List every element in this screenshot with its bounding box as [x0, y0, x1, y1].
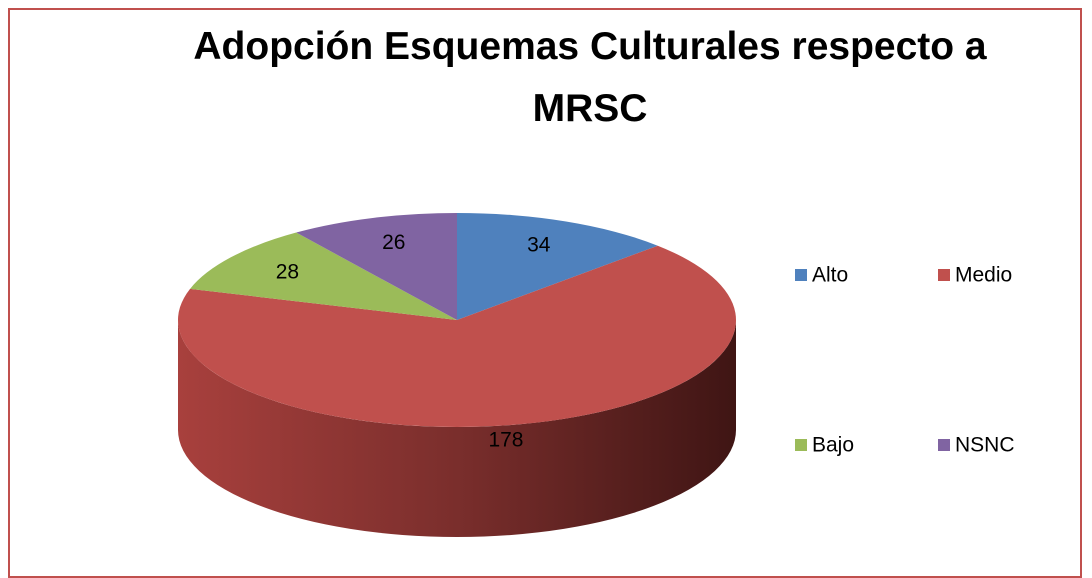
slice — [296, 213, 457, 320]
legend-label: Bajo — [812, 434, 854, 457]
legend-swatch — [795, 439, 807, 451]
data-label: 178 — [488, 428, 523, 451]
slice-side — [178, 320, 736, 537]
chart: Adopción Esquemas Culturales respecto a … — [8, 8, 1082, 578]
plot: 34 178 28 26 Alto Medio Bajo NSNC — [177, 213, 1015, 537]
data-label: 26 — [382, 231, 405, 254]
data-label: 34 — [527, 234, 551, 257]
slice — [190, 232, 458, 320]
legend-label: Alto — [812, 264, 848, 287]
legend-swatch — [938, 439, 950, 451]
slice — [177, 245, 736, 427]
legend-swatch — [938, 269, 950, 281]
data-label: 28 — [276, 261, 299, 284]
chart-title: Adopción Esquemas Culturales respecto a … — [193, 25, 987, 130]
legend-label: Medio — [955, 264, 1012, 287]
legend-label: NSNC — [955, 434, 1015, 457]
slice — [457, 213, 658, 320]
legend-swatch — [795, 269, 807, 281]
